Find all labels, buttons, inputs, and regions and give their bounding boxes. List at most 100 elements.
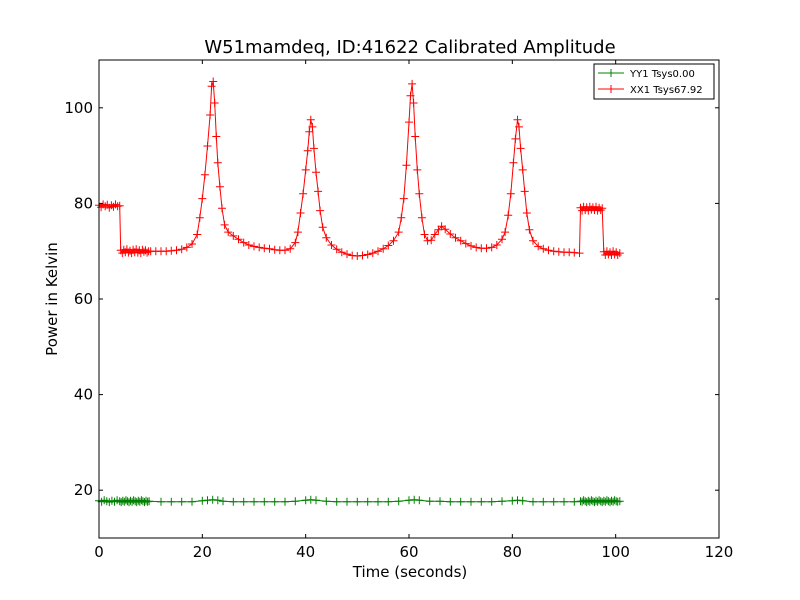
- legend-marker-yy1: [607, 69, 615, 77]
- data-point: [143, 248, 152, 257]
- data-point: [613, 251, 622, 259]
- data-point: [498, 235, 506, 244]
- data-point: [157, 497, 165, 506]
- data-point: [193, 230, 202, 239]
- data-point: [239, 238, 248, 247]
- data-point: [511, 134, 520, 143]
- data-point: [318, 223, 327, 232]
- y-tick-label: 60: [74, 290, 93, 308]
- data-point: [472, 243, 481, 252]
- data-point: [358, 251, 367, 260]
- data-point: [145, 497, 154, 506]
- data-point: [337, 248, 346, 257]
- data-point: [343, 250, 351, 259]
- data-point: [167, 497, 176, 506]
- data-point: [213, 158, 222, 167]
- data-point: [332, 497, 341, 506]
- data-point: [309, 144, 318, 153]
- data-point: [244, 241, 253, 249]
- data-point: [220, 220, 229, 229]
- data-point: [441, 225, 450, 234]
- data-point: [534, 242, 543, 251]
- data-point: [343, 497, 351, 506]
- data-point: [516, 144, 525, 153]
- data-point: [515, 122, 523, 131]
- data-point: [255, 243, 264, 252]
- data-point: [188, 497, 196, 506]
- data-point: [215, 182, 224, 191]
- y-tick-label: 40: [74, 386, 93, 404]
- data-point: [402, 161, 411, 170]
- data-point: [539, 244, 548, 253]
- data-point: [467, 497, 475, 506]
- data-point: [203, 142, 212, 150]
- x-tick-label: 0: [94, 543, 104, 561]
- data-point: [411, 132, 420, 141]
- data-point: [353, 497, 362, 506]
- data-point: [327, 241, 336, 249]
- data-point: [427, 236, 436, 245]
- data-point: [322, 233, 331, 242]
- x-tick-label: 40: [296, 543, 315, 561]
- data-point: [229, 497, 238, 506]
- data-point: [525, 225, 534, 234]
- chart-title: W51mamdeq, ID:41622 Calibrated Amplitude: [204, 37, 615, 58]
- data-point: [219, 497, 227, 506]
- data-point: [250, 497, 258, 506]
- data-point: [451, 233, 460, 242]
- data-point: [250, 242, 258, 251]
- data-point: [363, 497, 372, 506]
- legend-label-xx1: XX1 Tsys67.92: [630, 85, 703, 96]
- data-point: [482, 244, 491, 253]
- data-point: [498, 497, 506, 506]
- x-tick-label: 60: [399, 543, 418, 561]
- data-point: [291, 497, 300, 506]
- data-point: [234, 235, 243, 244]
- data-point: [518, 496, 527, 505]
- data-point: [314, 187, 323, 196]
- data-point: [301, 165, 310, 174]
- data-point: [182, 243, 191, 252]
- data-point: [260, 497, 269, 506]
- y-tick-label: 100: [64, 99, 93, 117]
- data-point: [456, 497, 465, 506]
- data-point: [529, 236, 537, 245]
- x-tick-label: 20: [193, 543, 212, 561]
- data-point: [425, 497, 434, 506]
- data-point: [195, 213, 204, 222]
- data-point: [615, 249, 624, 258]
- data-point: [312, 496, 320, 505]
- legend: YY1 Tsys0.00 XX1 Tsys67.92: [593, 63, 715, 100]
- data-point: [394, 497, 403, 506]
- y-axis-label: Power in Kelvin: [43, 242, 61, 356]
- data-point: [270, 497, 279, 506]
- data-point: [322, 497, 331, 506]
- data-point: [200, 170, 209, 179]
- data-point: [434, 225, 443, 234]
- x-tick-label: 100: [601, 543, 630, 561]
- data-point: [513, 115, 522, 124]
- data-point: [177, 245, 186, 254]
- data-point: [397, 213, 406, 222]
- data-point: [518, 165, 527, 174]
- data-point: [506, 189, 515, 198]
- data-point: [229, 231, 238, 240]
- data-point: [399, 194, 408, 203]
- data-point: [368, 249, 377, 258]
- data-point: [615, 497, 624, 506]
- data-point: [406, 91, 415, 100]
- data-point: [286, 244, 295, 253]
- data-point: [177, 497, 186, 506]
- data-point: [115, 201, 124, 210]
- data-point: [436, 497, 444, 506]
- data-point: [520, 187, 529, 196]
- data-point: [539, 497, 548, 506]
- data-point: [415, 189, 424, 198]
- y-tick-label: 20: [74, 481, 93, 499]
- data-point: [492, 241, 501, 249]
- data-point: [293, 228, 302, 237]
- data-point: [456, 236, 465, 245]
- data-point: [296, 209, 305, 217]
- data-point: [461, 239, 470, 248]
